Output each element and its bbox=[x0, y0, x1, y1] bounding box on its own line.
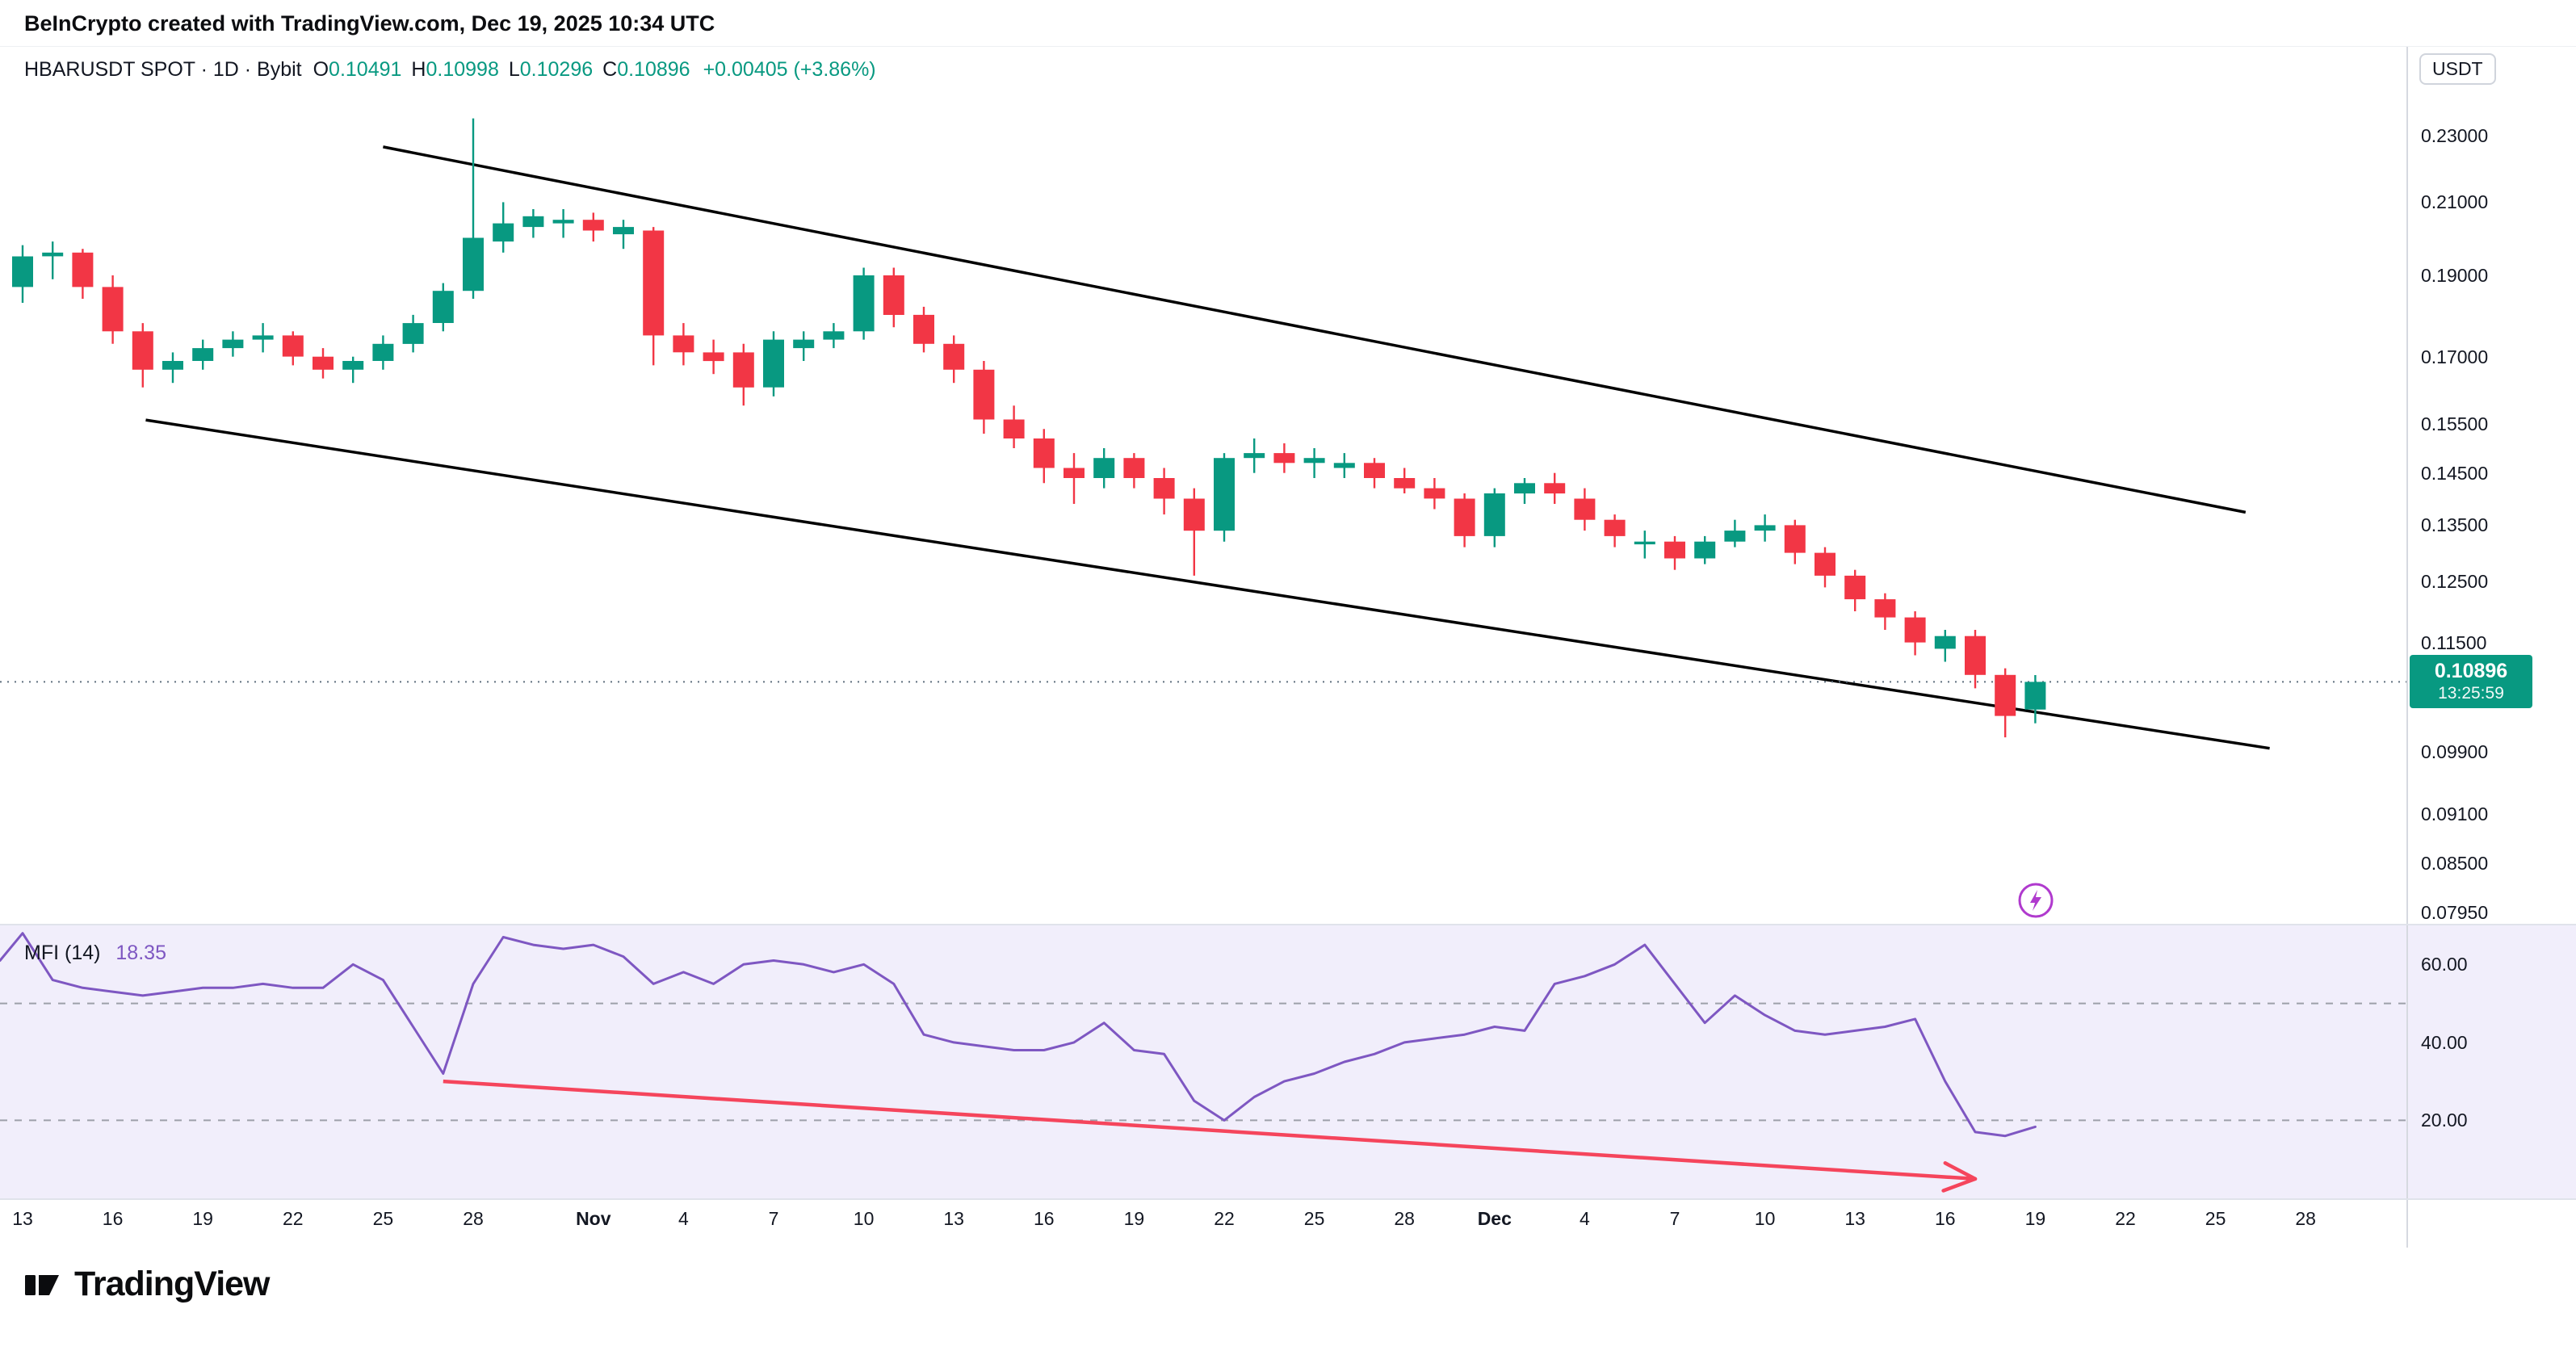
tradingview-logo[interactable]: TradingView bbox=[23, 1265, 270, 1304]
mfi-plot[interactable] bbox=[0, 925, 2406, 1198]
snapshot-header: BeInCrypto created with TradingView.com,… bbox=[0, 0, 2576, 47]
bar-countdown: 13:25:59 bbox=[2438, 684, 2504, 703]
mfi-legend: MFI (14) 18.35 bbox=[24, 942, 166, 965]
price-axis-tick: 0.08500 bbox=[2421, 853, 2489, 875]
pane-separator-top[interactable] bbox=[0, 924, 2576, 925]
mfi-name: MFI (14) bbox=[24, 942, 101, 964]
snapshot-title: BeInCrypto created with TradingView.com,… bbox=[24, 11, 715, 36]
time-axis-label: 13 bbox=[943, 1208, 964, 1229]
price-change: +0.00405 (+3.86%) bbox=[703, 58, 876, 81]
ohlc-close-key: C bbox=[602, 58, 618, 81]
mfi-axis-tick: 60.00 bbox=[2421, 954, 2468, 975]
price-axis-tick: 0.11500 bbox=[2421, 631, 2487, 653]
time-axis-label: 28 bbox=[463, 1208, 484, 1229]
price-axis-tick: 0.17000 bbox=[2421, 346, 2489, 367]
time-axis-label: 4 bbox=[678, 1208, 689, 1229]
price-axis-tick: 0.19000 bbox=[2421, 265, 2489, 286]
tradingview-logo-text: TradingView bbox=[74, 1265, 270, 1303]
time-axis-label: 7 bbox=[1669, 1208, 1680, 1229]
price-chart-pane[interactable] bbox=[0, 47, 2406, 924]
ohlc-close-value: 0.10896 bbox=[617, 58, 690, 81]
current-price-tag: 0.10896 13:25:59 bbox=[2410, 655, 2532, 709]
price-axis-tick: 0.13500 bbox=[2421, 514, 2489, 536]
time-axis-month-label: Nov bbox=[576, 1208, 611, 1229]
flash-icon[interactable] bbox=[2016, 880, 2056, 921]
time-axis-label: 19 bbox=[192, 1208, 213, 1229]
time-axis-label: 28 bbox=[2295, 1208, 2316, 1229]
time-axis-label: 25 bbox=[1303, 1208, 1325, 1229]
price-axis-tick: 0.14500 bbox=[2421, 462, 2489, 484]
time-axis-label: 25 bbox=[2205, 1208, 2226, 1229]
price-axis-tick: 0.15500 bbox=[2421, 413, 2489, 435]
time-axis-label: 13 bbox=[1844, 1208, 1865, 1229]
price-axis-tick: 0.23000 bbox=[2421, 125, 2489, 146]
symbol-title: HBARUSDT SPOT · 1D · Bybit bbox=[24, 58, 302, 81]
ohlc-open-key: O bbox=[313, 58, 329, 81]
time-axis-label: 19 bbox=[1123, 1208, 1145, 1229]
mfi-value: 18.35 bbox=[115, 942, 166, 964]
time-axis-label: 22 bbox=[1214, 1208, 1235, 1229]
mfi-axis-tick: 20.00 bbox=[2421, 1110, 2468, 1131]
time-axis-label: 10 bbox=[1754, 1208, 1776, 1229]
time-axis[interactable]: 13 16 19 22 25 28 Nov 4 7 10 13 16 19 22 25 28 Dec 4 7 10 13… bbox=[0, 1200, 2406, 1248]
time-axis-label: 16 bbox=[1935, 1208, 1956, 1229]
ohlc-low-key: L bbox=[508, 58, 520, 81]
pane-separator-bottom bbox=[0, 1198, 2576, 1200]
mfi-axis-tick: 40.00 bbox=[2421, 1031, 2468, 1053]
time-axis-label: 22 bbox=[2115, 1208, 2136, 1229]
ohlc-high-value: 0.10998 bbox=[426, 58, 499, 81]
mfi-indicator-pane[interactable]: MFI (14) 18.35 bbox=[0, 925, 2576, 1198]
time-axis-label: 7 bbox=[768, 1208, 779, 1229]
price-axis-tick: 0.12500 bbox=[2421, 571, 2489, 593]
time-axis-label: 4 bbox=[1579, 1208, 1590, 1229]
ohlc-low-value: 0.10296 bbox=[519, 58, 594, 81]
time-axis-label: 13 bbox=[12, 1208, 33, 1229]
time-axis-label: 16 bbox=[102, 1208, 124, 1229]
price-axis-tick: 0.07950 bbox=[2421, 901, 2489, 923]
time-axis-label: 10 bbox=[853, 1208, 875, 1229]
price-scale[interactable]: USDT 0.10896 13:25:59 0.23000 0.21000 0.19… bbox=[2406, 47, 2576, 1248]
time-axis-label: 22 bbox=[283, 1208, 304, 1229]
chart-legend: HBARUSDT SPOT · 1D · Bybit O0.10491 H0.109… bbox=[24, 58, 876, 82]
ohlc-high-key: H bbox=[411, 58, 426, 81]
time-axis-label: 16 bbox=[1034, 1208, 1055, 1229]
currency-toggle[interactable]: USDT bbox=[2419, 53, 2496, 85]
price-axis-tick: 0.21000 bbox=[2421, 191, 2489, 213]
tradingview-logo-mark bbox=[25, 1274, 59, 1295]
ohlc-open-value: 0.10491 bbox=[329, 58, 402, 81]
time-axis-label: 25 bbox=[372, 1208, 394, 1229]
price-axis-tick: 0.09900 bbox=[2421, 741, 2489, 763]
current-price-value: 0.10896 bbox=[2434, 660, 2508, 683]
time-axis-label: 19 bbox=[2024, 1208, 2046, 1229]
price-axis-tick: 0.09100 bbox=[2421, 803, 2489, 824]
time-axis-month-label: Dec bbox=[1477, 1208, 1512, 1229]
time-axis-label: 28 bbox=[1394, 1208, 1415, 1229]
